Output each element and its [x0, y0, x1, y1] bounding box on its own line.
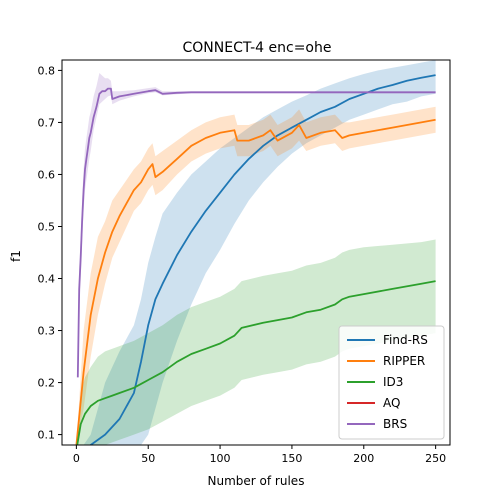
series-line-ripper: [75, 118, 436, 445]
series-band-id3: [76, 239, 436, 445]
y-tick-label: 0.1: [38, 429, 56, 442]
legend-label-brs: BRS: [383, 417, 407, 431]
legend: Find-RS RIPPER ID3 AQ BRS: [338, 325, 445, 440]
y-tick-label: 0.2: [38, 377, 56, 390]
chart-title: CONNECT-4 enc=ohe: [182, 40, 331, 56]
series-line-brs: [76, 87, 436, 378]
x-tick-label: 50: [141, 452, 155, 465]
y-tick-label: 0.6: [38, 168, 56, 181]
x-tick-label: 250: [425, 452, 446, 465]
x-axis: 0 50 100 150 200 250: [73, 445, 446, 465]
plot-area: [61, 59, 451, 446]
series-band-find-rs: [83, 60, 436, 445]
x-tick-label: 100: [210, 452, 231, 465]
legend-box: [338, 325, 445, 440]
legend-label-aq: AQ: [383, 396, 400, 410]
legend-label-find-rs: Find-RS: [383, 333, 428, 347]
series-group: [75, 60, 436, 445]
plot-frame: [61, 59, 451, 446]
series-line-find-rs: [89, 74, 436, 445]
legend-label-ripper: RIPPER: [383, 354, 425, 368]
y-tick-label: 0.3: [38, 325, 56, 338]
x-tick-label: 200: [353, 452, 374, 465]
x-tick-label: 0: [73, 452, 80, 465]
x-tick-label: 150: [281, 452, 302, 465]
y-axis: 0.1 0.2 0.3 0.4 0.5 0.6 0.7 0.8: [38, 64, 62, 442]
y-tick-label: 0.4: [38, 273, 56, 286]
series-line-id3: [76, 280, 436, 445]
legend-label-id3: ID3: [383, 375, 403, 389]
y-tick-label: 0.7: [38, 116, 56, 129]
x-axis-label: Number of rules: [208, 474, 305, 488]
y-tick-label: 0.5: [38, 220, 56, 233]
y-axis-label: f1: [9, 250, 23, 262]
series-band-brs: [77, 73, 436, 378]
y-tick-label: 0.8: [38, 64, 56, 77]
